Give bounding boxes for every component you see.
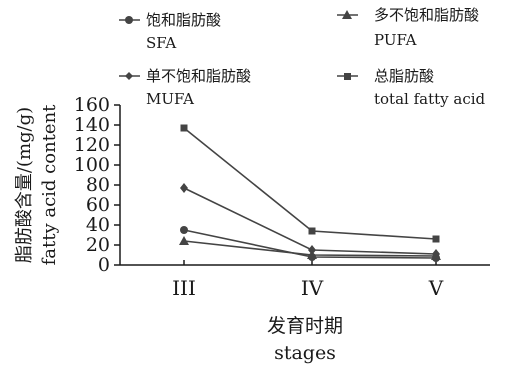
legend-label-total-en: total fatty acid — [374, 90, 486, 108]
data-point-total-fatty-acid — [432, 235, 440, 243]
legend-label-pufa-en: PUFA — [374, 31, 417, 49]
x-tick-label: V — [428, 276, 444, 300]
data-point-mufa — [432, 249, 440, 259]
x-tick-label: IV — [301, 276, 324, 300]
y-tick-label: 120 — [74, 134, 110, 156]
x-tick-label: III — [172, 276, 196, 300]
legend-label-mufa: 单不饱和脂肪酸 — [146, 67, 251, 85]
data-point-total-fatty-acid — [180, 124, 188, 132]
data-point-mufa — [180, 183, 188, 193]
legend-label-sfa: 饱和脂肪酸 — [146, 11, 221, 29]
series-line-mufa — [183, 187, 437, 255]
x-axis-title: 发育时期 — [267, 315, 343, 337]
data-point-pufa — [179, 236, 189, 245]
y-tick-label: 40 — [86, 214, 110, 236]
y-tick-label: 80 — [86, 174, 110, 196]
data-point-total-fatty-acid — [308, 227, 316, 235]
legend-item-sfa: 饱和脂肪酸 SFA — [119, 11, 221, 52]
legend-label-mufa-en: MUFA — [146, 90, 194, 108]
legend-item-pufa: 多不饱和脂肪酸 PUFA — [337, 6, 479, 49]
y-tick-label: 160 — [74, 94, 110, 116]
legend-label-sfa-en: SFA — [146, 34, 176, 52]
y-tick-label: 100 — [74, 154, 110, 176]
x-ticks: III IV V — [172, 260, 444, 300]
y-tick-label: 60 — [86, 194, 110, 216]
legend-item-mufa: 单不饱和脂肪酸 MUFA — [119, 67, 251, 108]
y-axis-title: 脂肪酸含量/(mg/g) — [14, 107, 35, 263]
y-tick-label: 140 — [74, 114, 110, 136]
y-tick-label: 20 — [86, 234, 110, 256]
data-point-sfa — [180, 226, 188, 234]
x-axis-title-en: stages — [274, 342, 336, 364]
legend-label-pufa: 多不饱和脂肪酸 — [374, 6, 479, 24]
legend: 饱和脂肪酸 SFA 多不饱和脂肪酸 PUFA 单不饱和脂肪酸 MUFA 总脂肪酸… — [119, 6, 486, 108]
legend-label-total: 总脂肪酸 — [374, 67, 434, 85]
series-line-total-fatty-acid — [183, 127, 437, 240]
y-axis-title-en: fatty acid content — [39, 104, 60, 266]
series-layer — [179, 124, 441, 262]
y-tick-label: 0 — [98, 254, 110, 276]
data-point-mufa — [308, 245, 316, 255]
legend-item-total: 总脂肪酸 total fatty acid — [337, 67, 486, 108]
